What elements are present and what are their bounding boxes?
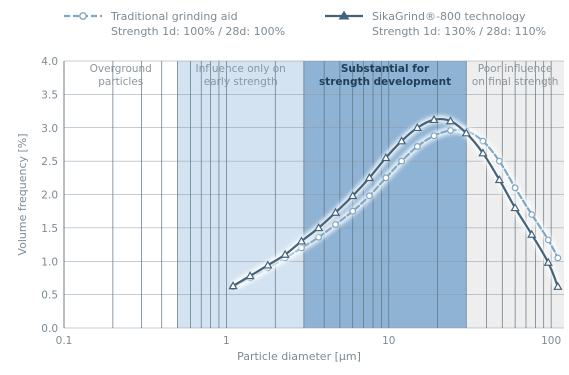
y-tick-label: 0.0 [41,323,58,335]
data-point [429,114,439,124]
legend-marker [338,10,350,20]
x-tick-label: 10 [382,335,395,347]
data-point [553,281,563,290]
y-tick-label: 3.5 [41,89,58,101]
data-point [228,281,238,290]
data-point [382,174,390,182]
legend-subtitle: Strength 1d: 130% / 28d: 110% [372,25,546,38]
x-tick-label: 1 [223,335,230,347]
data-point [445,116,456,125]
data-point [263,260,273,269]
zone-label-0-0: Overground [90,63,152,75]
zone-label-1-1: early strength [204,76,278,88]
zone-label-2-0: Substantial for [341,63,430,75]
data-point [398,157,406,165]
data-point [315,233,323,241]
y-tick-label: 0.5 [41,290,58,302]
data-point [280,249,290,258]
data-point [364,173,375,182]
x-axis-label: Particle diameter [μm] [237,350,361,363]
legend-item-1: SikaGrind®-800 technology Strength 1d: 13… [325,10,546,38]
zone-label-0-1: particles [98,76,143,88]
data-point [544,236,552,244]
data-point [348,191,358,200]
data-point [413,143,421,150]
legend-name: SikaGrind®-800 technology [372,10,526,23]
data-point [381,152,391,162]
data-point [479,137,487,145]
data-point [543,257,553,266]
data-point [447,127,454,134]
x-tick-label: 0.1 [56,335,73,347]
legend-item-0: Traditional grinding aid Strength 1d: 100… [64,10,285,38]
data-point [478,148,488,157]
zone-label-3-1: on final strength [472,76,559,88]
zone-label-1-0: Influence only on [196,63,286,75]
data-point [495,157,503,165]
y-tick-label: 2.0 [41,190,58,202]
y-tick-label: 2.5 [41,156,58,168]
data-point [332,221,339,228]
y-tick-label: 1.0 [41,256,58,268]
series-1 [228,114,563,290]
data-point [349,207,357,215]
data-point [554,254,562,262]
legend-name: Traditional grinding aid [110,10,238,23]
y-tick-label: 3.0 [41,123,58,135]
data-point [527,229,537,238]
data-point [314,223,324,232]
legend-marker [79,12,87,20]
data-point [296,236,307,245]
data-point [366,192,373,200]
data-point [245,271,255,280]
data-point [528,211,536,218]
series-layer [228,114,563,291]
data-point [396,136,407,145]
data-point [430,132,438,140]
data-point [494,175,505,184]
tick-labels: 0.0 0.5 1.0 1.5 2.0 2.5 3.0 3.5 4.0 0.1 1 10 100 [41,56,561,347]
zone-label-3-0: Poor influence [478,63,553,75]
data-point [511,184,519,192]
y-tick-label: 4.0 [41,56,58,68]
data-point [412,122,422,132]
grid [63,60,564,329]
x-tick-label: 100 [541,335,561,347]
zone-label-2-1: strength development [319,76,451,88]
data-point [461,128,471,137]
legend: Traditional grinding aid Strength 1d: 100… [64,10,546,38]
data-point [330,207,341,216]
y-axis-label: Volume frequency [%] [16,133,29,255]
y-tick-label: 1.5 [41,223,58,235]
legend-subtitle: Strength 1d: 100% / 28d: 100% [111,25,285,38]
data-point [510,203,520,212]
